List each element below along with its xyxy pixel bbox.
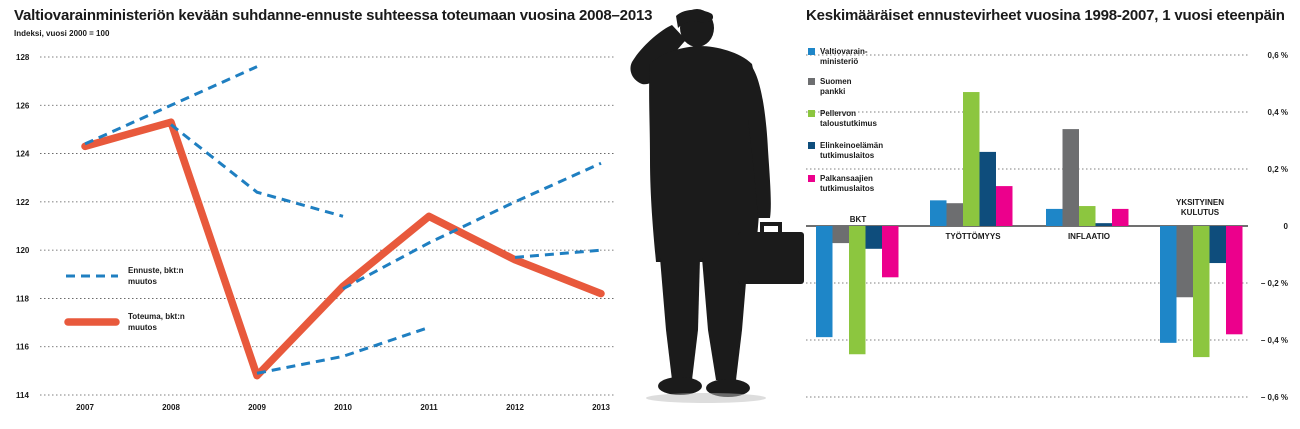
- y-tick-label: 0,4 %: [1268, 108, 1288, 117]
- briefcase: [738, 232, 804, 284]
- legend-actual-label: muutos: [128, 323, 157, 332]
- legend-swatch: [808, 48, 815, 55]
- y-tick-label: 122: [16, 198, 30, 207]
- x-tick-label: 2012: [506, 403, 524, 412]
- y-tick-label: 0: [1284, 222, 1289, 231]
- legend-forecast-label: muutos: [128, 277, 157, 286]
- bar: [1046, 208, 1063, 226]
- legend-label: Suomen: [820, 77, 852, 86]
- bar: [865, 226, 882, 249]
- bar: [1209, 226, 1226, 264]
- x-tick-label: 2008: [162, 403, 180, 412]
- forecast-series-line: [342, 161, 602, 291]
- actual-series-line: [81, 118, 605, 380]
- person-right-shoe: [706, 379, 750, 397]
- right-chart-title: Keskimääräiset ennustevirheet vuosina 19…: [806, 7, 1285, 24]
- bar: [1079, 206, 1096, 226]
- bar: [849, 226, 866, 355]
- legend-label: Valtiovarain-: [820, 47, 868, 56]
- legend-label: Palkansaajien: [820, 174, 873, 183]
- left-chart-title: Valtiovarainministeriön kevään suhdanne-…: [14, 7, 653, 24]
- bar: [1112, 208, 1129, 226]
- left-chart-subtitle: Indeksi, vuosi 2000 = 100: [14, 29, 110, 38]
- bar: [1095, 223, 1112, 226]
- x-tick-label: 2009: [248, 403, 266, 412]
- y-tick-label: 0,6 %: [1268, 51, 1288, 60]
- bar: [882, 226, 899, 278]
- y-tick-label: – 0,6 %: [1261, 393, 1288, 402]
- legend-label: tutkimuslaitos: [820, 151, 875, 160]
- legend-swatch: [808, 110, 815, 117]
- legend-swatch: [808, 142, 815, 149]
- briefcase-handle: [760, 222, 782, 232]
- legend-label: ministeriö: [820, 57, 858, 66]
- bar: [1226, 226, 1243, 335]
- bar: [979, 151, 996, 226]
- bar: [816, 226, 833, 338]
- person-hand: [676, 9, 714, 29]
- bar: [1062, 129, 1079, 226]
- person-raised-arm: [630, 25, 686, 85]
- y-tick-label: 118: [16, 294, 29, 303]
- x-tick-label: 2013: [592, 403, 610, 412]
- y-tick-label: – 0,2 %: [1261, 279, 1288, 288]
- bar: [1160, 226, 1177, 343]
- person-left-leg: [660, 258, 700, 380]
- legend-forecast-label: Ennuste, bkt:n: [128, 266, 184, 275]
- person-jacket: [649, 46, 761, 262]
- y-tick-label: 116: [16, 343, 29, 352]
- bar: [930, 200, 947, 226]
- y-tick-label: 126: [16, 101, 30, 110]
- category-label: BKT: [850, 215, 867, 224]
- legend-label: taloustutkimus: [820, 119, 877, 128]
- category-label: YKSITYINEN: [1176, 198, 1224, 207]
- bar: [1176, 226, 1193, 298]
- legend-swatch: [808, 175, 815, 182]
- person-lowered-arm: [748, 62, 771, 218]
- y-tick-label: – 0,4 %: [1261, 336, 1288, 345]
- category-label: TYÖTTÖMYYS: [945, 232, 1001, 241]
- bar: [1193, 226, 1210, 358]
- legend-label: pankki: [820, 87, 845, 96]
- category-label: INFLAATIO: [1068, 232, 1110, 241]
- left-line-chart: 114 116 118 120 122 124 126 128 2007 2008 2009 2010…: [16, 53, 615, 412]
- legend-label: Pellervon: [820, 109, 856, 118]
- y-tick-label: 120: [16, 246, 30, 255]
- forecast-series-line: [170, 123, 344, 218]
- x-tick-label: 2011: [420, 403, 438, 412]
- forecast-series-line: [84, 65, 258, 146]
- person-left-shoe: [658, 377, 702, 395]
- category-label: KULUTUS: [1181, 208, 1220, 217]
- x-tick-label: 2010: [334, 403, 352, 412]
- legend-label: Elinkeinoelämän: [820, 141, 883, 150]
- y-tick-label: 0,2 %: [1268, 165, 1288, 174]
- bar: [996, 186, 1013, 226]
- legend-label: tutkimuslaitos: [820, 184, 875, 193]
- bar: [832, 226, 849, 244]
- legend-actual-label: Toteuma, bkt:n: [128, 312, 185, 321]
- bar: [963, 92, 980, 226]
- x-tick-label: 2007: [76, 403, 94, 412]
- person-right-leg: [702, 258, 748, 380]
- bar: [946, 203, 963, 226]
- y-tick-label: 128: [16, 53, 30, 62]
- legend-swatch: [808, 78, 815, 85]
- y-tick-label: 124: [16, 150, 30, 159]
- y-tick-label: 114: [16, 391, 29, 400]
